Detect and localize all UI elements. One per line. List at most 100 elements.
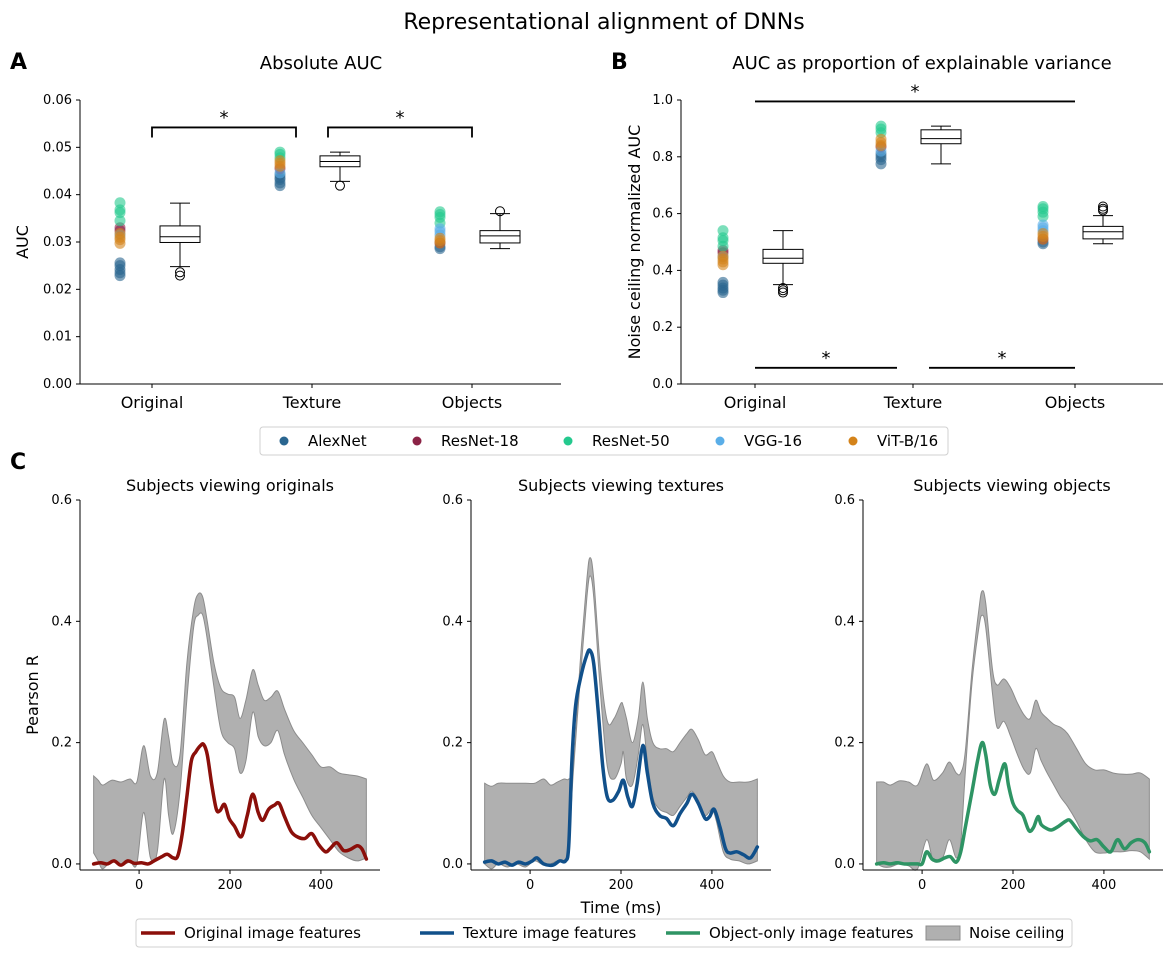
strip-point-vit-b-16 (717, 250, 729, 262)
y-tick-label: 0.00 (43, 377, 72, 392)
y-tick-label: 0.6 (834, 493, 855, 508)
panel-title: Subjects viewing textures (518, 476, 724, 495)
x-tick-label: 400 (308, 878, 333, 893)
strip-point-vgg-16 (434, 223, 446, 235)
legend-label: ResNet-50 (592, 432, 670, 450)
panel-title: Subjects viewing objects (913, 476, 1111, 495)
panel-c-objects-chart: Subjects viewing objects 0.0 0.2 0.4 0.6 0 200… (834, 476, 1163, 893)
strip-point-resnet-50 (434, 206, 446, 218)
y-tick-label: 0.0 (442, 857, 463, 872)
legend-label: Original image features (184, 924, 361, 942)
box-iqr (762, 248, 804, 264)
noise-ceiling-band (484, 557, 758, 870)
y-axis-label: Pearson R (23, 655, 42, 735)
box-flier (495, 206, 505, 217)
strip-point-resnet-50 (274, 146, 286, 158)
y-tick-label: 0.06 (43, 93, 72, 108)
significance-bracket (327, 126, 473, 138)
y-tick-label: 0.05 (43, 140, 72, 155)
legend-label: Noise ceiling (969, 924, 1064, 942)
strip-point-resnet-50 (114, 197, 126, 209)
strip-point-vit-b-16 (1037, 227, 1049, 239)
figure-title: Representational alignment of DNNs (403, 10, 804, 35)
x-axis-label: Time (ms) (580, 898, 662, 917)
strip-point-vgg-16 (1037, 219, 1049, 231)
significance-bracket (151, 126, 297, 138)
y-tick-label: 1.0 (652, 93, 673, 108)
legend-label: VGG-16 (744, 432, 802, 450)
box-iqr (1082, 225, 1124, 240)
legend-label: ViT-B/16 (877, 432, 938, 450)
x-tick-label: 0 (526, 878, 534, 893)
x-tick-label: Texture (282, 393, 342, 412)
legend-marker-vgg-16 (715, 436, 725, 446)
strip-point-resnet-50 (717, 225, 729, 237)
legend-marker-alexnet (279, 436, 289, 446)
model-legend-frame (259, 426, 949, 456)
x-tick-label: 200 (609, 878, 634, 893)
model-legend: AlexNet ResNet-18 ResNet-50 VGG-16 ViT-B/16 (259, 426, 949, 456)
legend-label: Texture image features (462, 924, 636, 942)
strip-point-vit-b-16 (274, 155, 286, 167)
x-tick-label: 0 (135, 878, 143, 893)
strip-point-resnet-50 (1037, 201, 1049, 212)
y-tick-label: 0.4 (51, 614, 72, 629)
x-tick-label: Original (724, 393, 787, 412)
x-tick-label: Objects (442, 393, 502, 412)
feature-correlation-line (482, 648, 760, 868)
x-tick-label: 200 (218, 878, 243, 893)
y-tick-label: 0.04 (43, 188, 72, 203)
y-axis-label: AUC (13, 225, 32, 259)
x-tick-label: 400 (1091, 878, 1116, 893)
y-tick-label: 0.4 (834, 614, 855, 629)
y-tick-label: 0.2 (834, 736, 855, 751)
box-flier (778, 283, 788, 294)
significance-star: * (822, 348, 831, 369)
box-flier (778, 285, 788, 296)
x-tick-label: 400 (699, 878, 724, 893)
box-flier (778, 287, 788, 298)
strip-point-resnet-50 (114, 215, 126, 227)
panel-letter-b: B (611, 50, 628, 75)
legend-marker-resnet-50 (563, 436, 573, 446)
y-tick-label: 0.03 (43, 235, 72, 250)
feature-correlation-line (91, 742, 369, 867)
y-tick-label: 0.4 (442, 614, 463, 629)
panel-c-originals-chart: Subjects viewing originals 0.0 0.2 0.4 0.6 0 2… (23, 476, 380, 893)
y-tick-label: 0.2 (442, 736, 463, 751)
box-iqr (920, 129, 962, 145)
legend-label: Object-only image features (709, 924, 914, 942)
strip-point-alexnet (717, 276, 729, 288)
line-legend-frame (135, 918, 1073, 948)
box-iqr (159, 225, 201, 243)
panel-letter-a: A (10, 50, 27, 75)
x-tick-label: Objects (1045, 393, 1105, 412)
y-tick-label: 0.6 (652, 207, 673, 222)
y-tick-label: 0.0 (834, 857, 855, 872)
panel-b-chart: AUC as proportion of explainable varianc… (625, 53, 1163, 412)
strip-point-vit-b-16 (434, 232, 446, 244)
y-tick-label: 0.8 (652, 150, 673, 165)
box-flier (1098, 201, 1108, 212)
box-iqr (479, 230, 521, 244)
legend-label: ResNet-18 (441, 432, 519, 450)
x-tick-label: 0 (918, 878, 926, 893)
y-tick-label: 0.02 (43, 282, 72, 297)
noise-ceiling-band (93, 592, 367, 870)
y-tick-label: 0.6 (51, 493, 72, 508)
legend-label: AlexNet (308, 432, 367, 450)
panel-title: Absolute AUC (260, 53, 382, 74)
legend-marker-vit-b-16 (848, 436, 858, 446)
panel-a-chart: Absolute AUC 0.00 0.01 0.02 0.03 0.04 0.05 0.06… (13, 53, 561, 412)
y-tick-label: 0.01 (43, 330, 72, 345)
y-tick-label: 0.0 (652, 377, 673, 392)
significance-star: * (220, 107, 229, 128)
strip-point-resnet-50 (875, 120, 887, 132)
y-tick-label: 0.4 (652, 263, 673, 278)
strip-point-vit-b-16 (875, 133, 887, 145)
strip-point-vit-b-16 (114, 227, 126, 239)
legend-marker-resnet-18 (412, 436, 422, 446)
panel-title: AUC as proportion of explainable varianc… (732, 53, 1112, 74)
feature-correlation-line (874, 740, 1152, 867)
